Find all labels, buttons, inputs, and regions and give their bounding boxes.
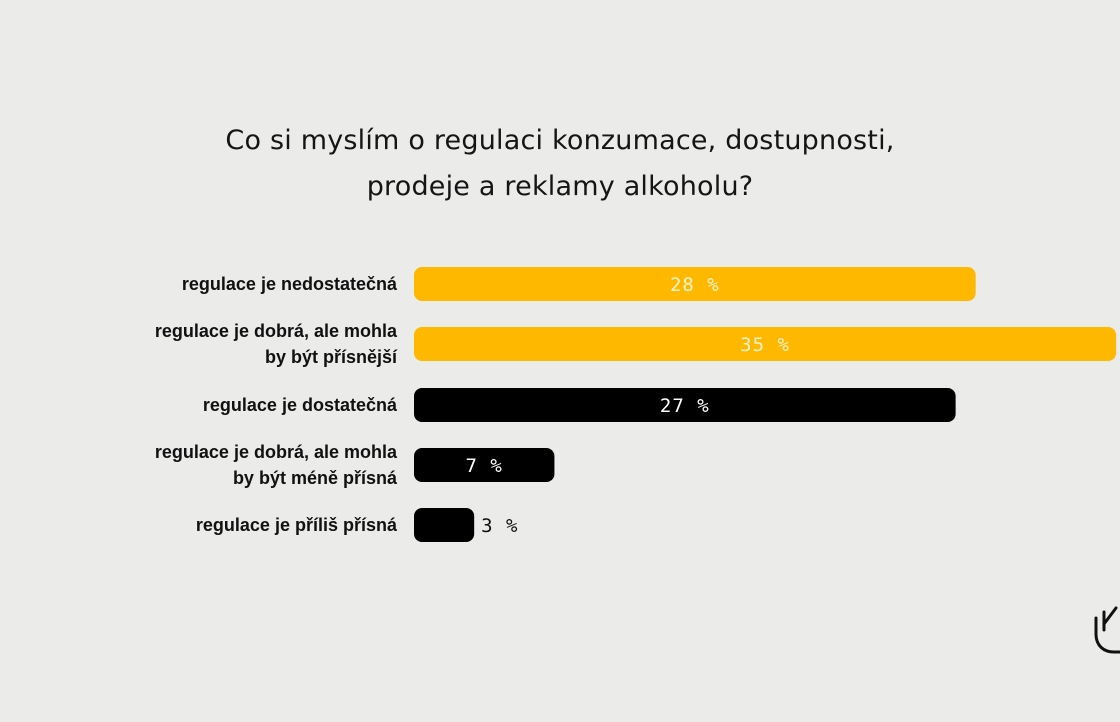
hand-logo-icon bbox=[1094, 606, 1120, 654]
bar-value-label-4: 7 % bbox=[466, 455, 503, 477]
bar-value-label-1: 28 % bbox=[670, 274, 720, 296]
category-label-line: regulace je dostatečná bbox=[203, 395, 398, 415]
category-label-line: by být přísnější bbox=[265, 347, 398, 367]
bar-value-label-3: 27 % bbox=[660, 395, 710, 417]
chart-title-line-1: Co si myslím o regulaci konzumace, dostu… bbox=[225, 125, 895, 156]
category-label-line: regulace je dobrá, ale mohla bbox=[155, 442, 398, 462]
bar-value-label-2: 35 % bbox=[740, 334, 790, 356]
bar-value-label-5: 3 % bbox=[481, 515, 518, 537]
category-label-1: regulace je nedostatečná bbox=[182, 274, 398, 294]
category-label-line: regulace je příliš přísná bbox=[196, 515, 398, 535]
category-label-line: regulace je dobrá, ale mohla bbox=[155, 321, 398, 341]
category-label-5: regulace je příliš přísná bbox=[196, 515, 398, 535]
bar-2 bbox=[414, 327, 1117, 361]
chart-title: Co si myslím o regulaci konzumace, dostu… bbox=[0, 118, 1120, 210]
bar-1 bbox=[414, 267, 976, 301]
bar-4 bbox=[414, 448, 555, 482]
category-label-line: regulace je nedostatečná bbox=[182, 274, 398, 294]
chart-title-line-2: prodeje a reklamy alkoholu? bbox=[366, 171, 754, 202]
category-label-2: regulace je dobrá, ale mohla by být přísn… bbox=[155, 321, 398, 367]
bar-3 bbox=[414, 388, 956, 422]
category-label-3: regulace je dostatečná bbox=[203, 395, 398, 415]
bar-5 bbox=[414, 508, 475, 542]
category-label-4: regulace je dobrá, ale mohla by být méně … bbox=[155, 442, 398, 488]
category-label-line: by být méně přísná bbox=[233, 468, 398, 488]
